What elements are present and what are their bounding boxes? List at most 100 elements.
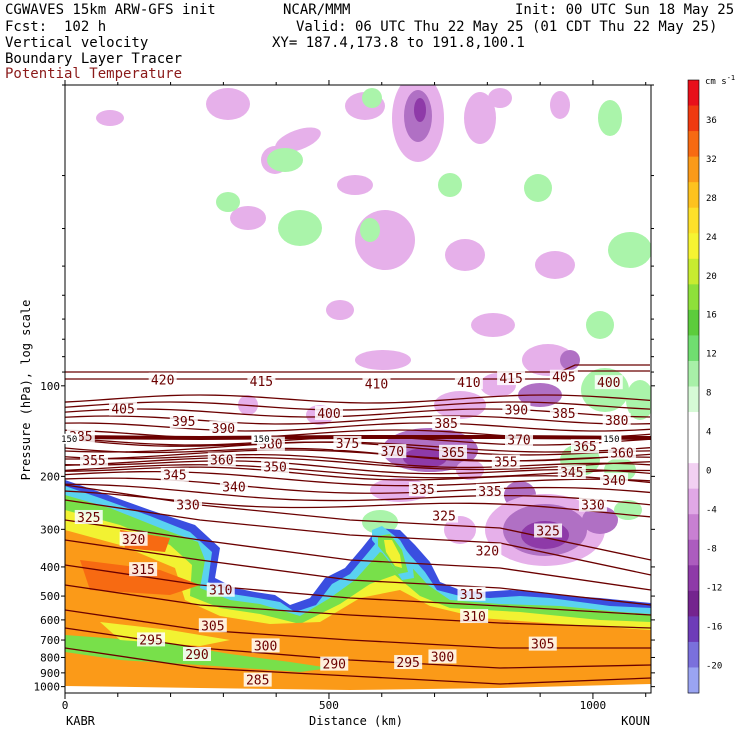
colorbar-swatch — [688, 258, 699, 285]
updraft-patch — [522, 344, 574, 376]
colorbar-swatch — [688, 488, 699, 515]
downdraft-patch — [586, 311, 614, 339]
theta-contour-label: 320 — [122, 533, 145, 548]
colorbar-label: 16 — [706, 311, 717, 321]
contour-label-bg — [314, 405, 343, 420]
theta-contour — [65, 647, 651, 685]
contour-label-bg — [432, 416, 461, 431]
theta-contour — [65, 584, 651, 629]
updraft-patch — [275, 127, 321, 153]
colorbar-label: 24 — [706, 233, 717, 243]
cross-section-coords: XY= 187.4,173.8 to 191.8,100.1 — [272, 35, 525, 51]
theta-contour-label: 400 — [317, 407, 340, 422]
contour-label-bg — [505, 432, 534, 447]
theta-contour-label: 365 — [441, 446, 464, 461]
left-endpoint-label: KABR — [66, 714, 96, 728]
y-tick-label: 700 — [40, 634, 60, 647]
theta-contour-label: 340 — [602, 474, 625, 489]
terrain — [65, 684, 651, 693]
y-tick-label: 300 — [40, 523, 60, 536]
downdraft-patch — [524, 174, 552, 202]
contour-label-bg — [378, 444, 407, 459]
colorbar-label: -16 — [706, 622, 722, 632]
colorbar-label: -20 — [706, 661, 722, 671]
colorbar-label: 4 — [706, 428, 711, 438]
contour-label-bg — [528, 636, 557, 651]
contour-label-bg — [119, 531, 148, 546]
updraft-patch — [355, 350, 411, 370]
colorbar-swatch — [688, 463, 699, 490]
theta-contour-label: 405 — [552, 371, 575, 386]
colorbar-frame — [687, 79, 700, 694]
updraft-patch — [445, 239, 485, 271]
contour-label-bg — [207, 452, 236, 467]
y-tick-label: 500 — [40, 590, 60, 603]
theta-contour-label: 295 — [396, 656, 419, 671]
y-tick-label: 100 — [40, 380, 60, 393]
contour-label-bg — [129, 562, 158, 577]
theta-contour-label: 340 — [222, 481, 245, 496]
theta-contour-label: 395 — [172, 415, 195, 430]
theta-contour-label: 370 — [381, 445, 404, 460]
theta-contour-label: 370 — [507, 434, 530, 449]
theta-contour — [65, 483, 651, 506]
theta-contour-label: 410 — [457, 376, 480, 391]
theta-contour-label: 290 — [323, 658, 346, 673]
updraft-patch — [471, 313, 515, 337]
colorbar-swatch — [688, 233, 699, 260]
theta-contour — [65, 401, 651, 411]
updraft-patch — [444, 516, 476, 544]
forecast-hour: Fcst: 102 h — [5, 19, 107, 35]
theta-label-layer: 420 415 410 410 415 405 400 405 400 390 385 380 395 3… — [59, 369, 636, 689]
downdraft-patch — [278, 210, 322, 246]
x-tick-label: 500 — [319, 699, 339, 712]
contour-label-bg — [209, 420, 238, 435]
updraft-patch — [326, 300, 354, 320]
updraft-patch — [206, 88, 250, 120]
contour-label-bg — [362, 376, 391, 391]
theta-contour — [65, 415, 651, 425]
y-tick-label: 800 — [40, 651, 60, 664]
theta-contour-label: 420 — [151, 373, 174, 388]
contour-label-bg — [607, 445, 636, 460]
theta-contour — [65, 449, 651, 462]
theta-contour-label: 290 — [185, 648, 208, 663]
contour-label-bg — [109, 401, 138, 416]
colorbar-swatch — [688, 437, 699, 464]
updraft-patch — [535, 251, 575, 279]
contour-label-bg — [578, 497, 607, 512]
downdraft-patch — [608, 232, 651, 268]
field-potential-temperature: Potential Temperature — [5, 66, 183, 82]
y-axis-title: Pressure (hPa), log scale — [19, 300, 33, 481]
contour-label-bg — [408, 482, 437, 497]
theta-contour-label: 415 — [250, 375, 273, 390]
updraft-patch — [414, 98, 426, 122]
theta-contour — [65, 453, 651, 469]
theta-contour-label: 360 — [210, 453, 233, 468]
downdraft-patch — [216, 192, 240, 212]
contour-label-bg — [549, 369, 578, 384]
colorbar-swatch — [688, 360, 699, 387]
tropopause-label: 150 — [253, 435, 269, 445]
colorbar-swatch — [688, 539, 699, 566]
theta-contour — [65, 456, 651, 471]
contour-label-bg — [394, 655, 423, 670]
contour-label-bg — [137, 632, 166, 647]
colorbar-swatch — [688, 514, 699, 541]
tropopause-label: 150 — [603, 435, 619, 445]
downdraft-patch — [438, 173, 462, 197]
right-endpoint-label: KOUN — [621, 714, 650, 728]
theta-contour — [65, 499, 651, 576]
tropopause-label-bg — [251, 433, 272, 444]
theta-contour-label: 350 — [263, 461, 286, 476]
theta-contour-label: 285 — [246, 674, 269, 689]
contour-label-bg — [534, 523, 563, 538]
tropopause-label-bg — [601, 433, 622, 444]
theta-contour-label: 375 — [336, 437, 359, 452]
contour-label-bg — [594, 375, 623, 390]
bl-tracer-darkorange — [80, 560, 200, 595]
plot-field — [65, 85, 651, 693]
theta-contour-label: 295 — [139, 633, 162, 648]
